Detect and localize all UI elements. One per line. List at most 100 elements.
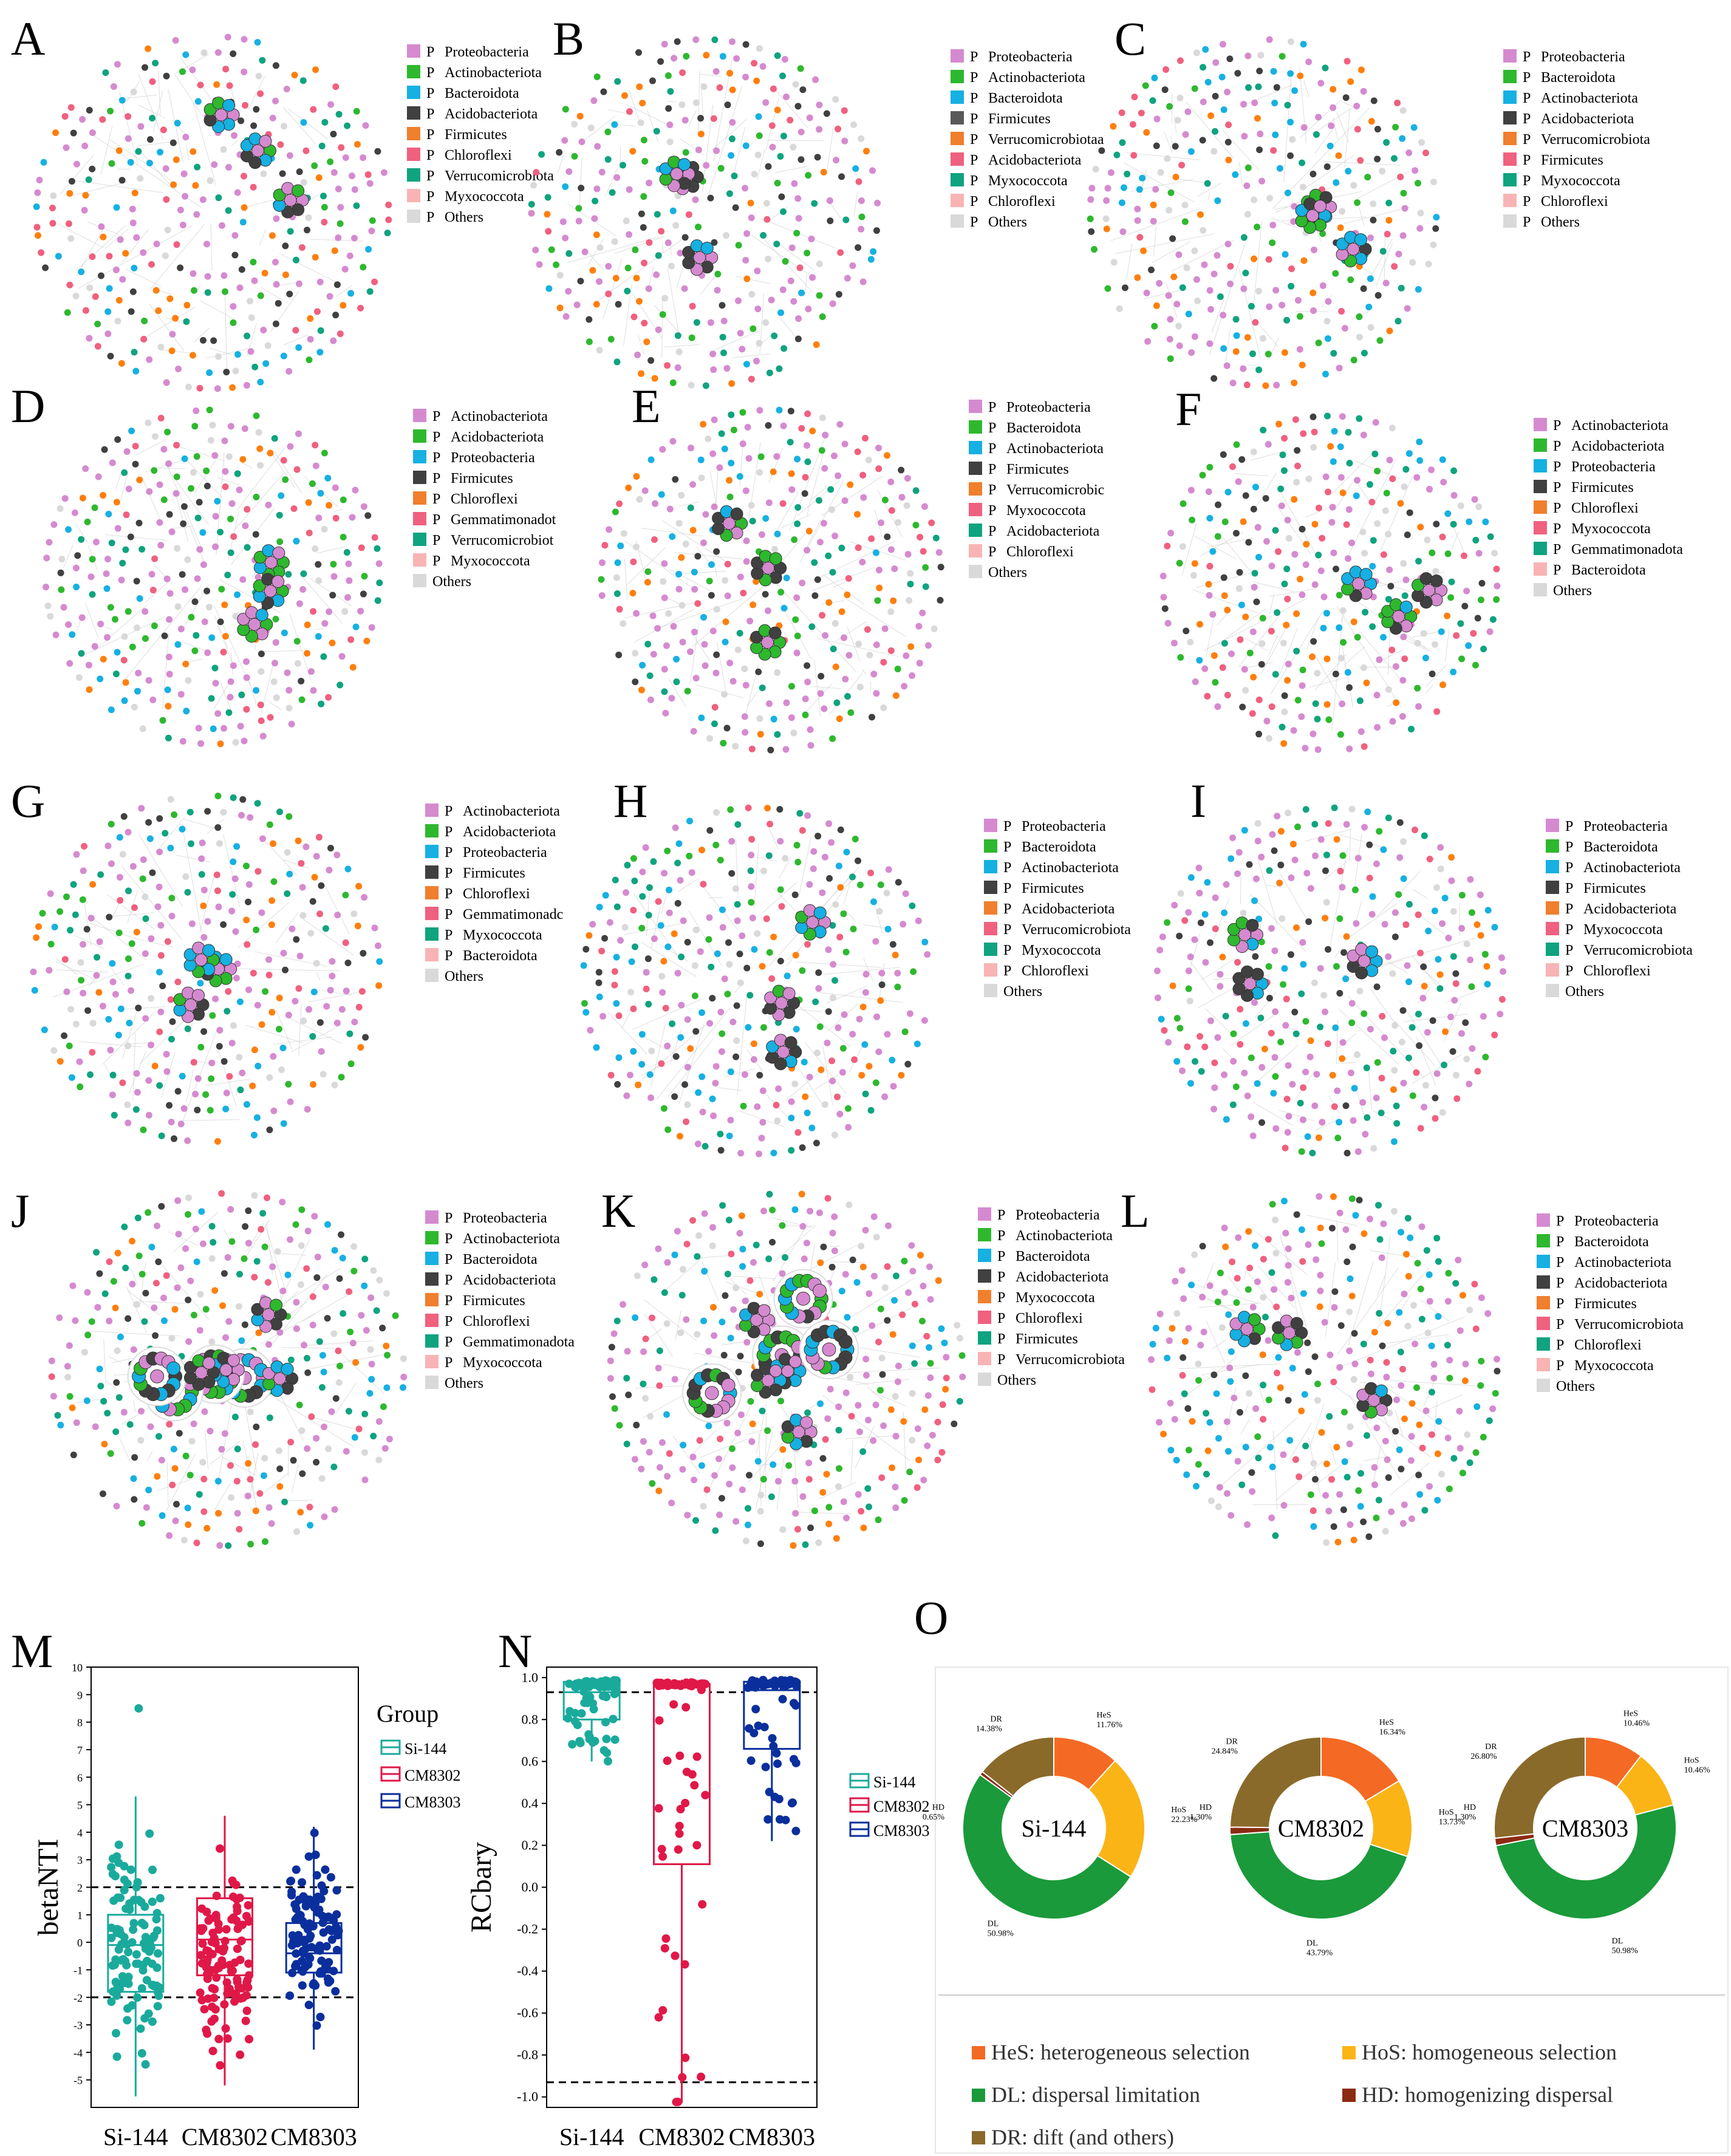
network-node <box>177 626 185 633</box>
network-edge <box>748 1441 784 1483</box>
legend-label: Gemmatimonadc <box>463 907 563 923</box>
network-node <box>369 217 376 224</box>
network-node <box>355 1003 363 1011</box>
network-node <box>768 975 776 982</box>
network-node <box>204 289 211 296</box>
network-edge <box>811 486 827 500</box>
network-node <box>1370 200 1377 208</box>
network-node <box>919 609 926 616</box>
legend-label: Firmicutes <box>1583 881 1646 896</box>
network-node <box>285 687 293 694</box>
network-node <box>774 731 781 738</box>
network-node <box>325 1445 332 1453</box>
network-node <box>706 1020 714 1027</box>
network-node <box>849 873 856 881</box>
network-node <box>614 1081 621 1088</box>
network-node <box>264 1194 271 1201</box>
legend-prefix: P <box>1003 943 1011 958</box>
network-node <box>873 1233 880 1241</box>
network-node <box>823 110 830 117</box>
network-node <box>168 1119 175 1126</box>
legend-swatch <box>951 173 964 186</box>
network-node <box>157 148 164 155</box>
legend-prefix: P <box>1523 111 1531 127</box>
network-node <box>1373 1094 1380 1102</box>
network-node <box>361 1282 368 1289</box>
network-node <box>1350 1537 1357 1544</box>
network-node <box>137 123 145 130</box>
network-node <box>878 1474 886 1481</box>
network-node <box>694 1253 701 1260</box>
network-node <box>166 616 173 623</box>
network-edge <box>76 225 126 271</box>
network-node <box>151 1062 159 1069</box>
network-node <box>137 175 144 182</box>
network-node <box>1274 609 1281 616</box>
network-node <box>854 448 861 455</box>
network-node <box>245 1460 252 1467</box>
network-edge <box>1204 1008 1231 1034</box>
network-node <box>1281 435 1288 442</box>
network-node <box>1444 510 1452 517</box>
network-node <box>1398 1039 1405 1046</box>
network-edge <box>1234 473 1269 476</box>
network-node <box>1406 509 1413 516</box>
network-node <box>743 1339 751 1346</box>
network-node <box>106 1317 113 1325</box>
network-node <box>865 456 872 463</box>
network-node <box>133 1069 140 1077</box>
network-node <box>1369 562 1376 570</box>
network-node <box>613 174 621 181</box>
network-node <box>1436 971 1444 978</box>
network-node <box>1400 560 1407 567</box>
network-node <box>318 1048 325 1055</box>
network-node <box>682 149 689 156</box>
network-node <box>638 686 645 694</box>
network-edge <box>1209 242 1246 355</box>
network-node <box>1367 324 1374 331</box>
network-node <box>1334 1538 1342 1546</box>
network-node <box>625 1391 632 1399</box>
network-edge <box>1413 889 1428 899</box>
network-edge <box>166 1461 169 1506</box>
network-edge <box>205 1079 251 1087</box>
network-node <box>1346 460 1353 467</box>
network-edge <box>756 856 777 861</box>
network-node <box>1297 72 1304 80</box>
network-node <box>892 951 899 958</box>
network-node <box>1324 335 1331 342</box>
network-node <box>1426 856 1433 863</box>
network-node <box>589 267 596 274</box>
network-node <box>716 464 723 471</box>
network-node <box>829 1229 836 1237</box>
network-node <box>1323 412 1331 420</box>
network-node <box>78 650 85 657</box>
network-node <box>808 235 815 242</box>
network-edge <box>779 857 791 879</box>
network-node <box>82 465 89 472</box>
legend-label: Myxococcota <box>463 1355 542 1371</box>
network-node <box>386 1435 393 1442</box>
network-node <box>1167 355 1174 363</box>
network-node <box>140 856 147 864</box>
network-node <box>368 624 375 631</box>
network-node <box>125 1119 132 1127</box>
network-node <box>1309 413 1317 420</box>
legend-label: Actinobacteriota <box>988 70 1085 86</box>
network-node <box>1293 479 1300 486</box>
network-node <box>1124 171 1131 178</box>
network-node <box>231 875 239 882</box>
network-node <box>536 261 543 268</box>
legend-label: Actinobacteriota <box>1006 441 1104 457</box>
network-node <box>743 361 750 368</box>
legend-swatch <box>969 420 982 434</box>
legend-swatch <box>1546 963 1559 977</box>
network-node <box>660 578 667 585</box>
network-node <box>174 1197 182 1204</box>
network-node <box>743 275 751 282</box>
network-hub-node <box>1306 209 1319 222</box>
network-node <box>309 898 316 905</box>
network-node <box>1391 933 1399 941</box>
legend-label: Verrucomicrobiota <box>1541 132 1650 148</box>
network-node <box>691 568 698 576</box>
